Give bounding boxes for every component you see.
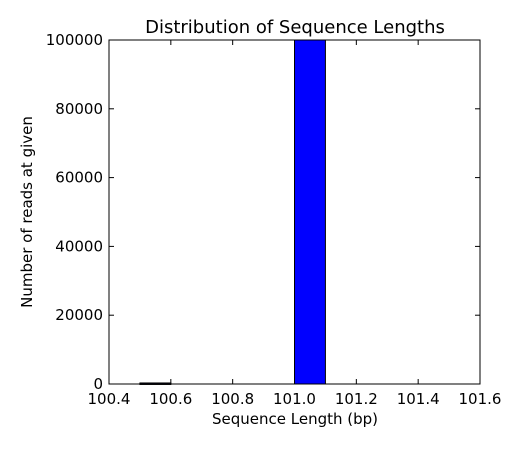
chart-title: Distribution of Sequence Lengths (145, 17, 445, 38)
bar-1 (294, 39, 326, 385)
x-tick-label-6: 101.6 (459, 390, 502, 408)
bars-group (139, 39, 326, 385)
x-axis: 100.4 100.6 100.8 101.0 101.2 101.4 101.6 (88, 40, 502, 408)
x-tick-label-0: 100.4 (88, 390, 131, 408)
x-tick-label-5: 101.4 (397, 390, 440, 408)
y-axis-label: Number of reads at given (18, 116, 36, 308)
y-tick-label-1: 20000 (55, 306, 103, 324)
y-tick-label-5: 100000 (46, 31, 103, 49)
y-tick-label-3: 60000 (55, 169, 103, 187)
y-tick-label-2: 40000 (55, 237, 103, 255)
y-axis: 0 20000 40000 60000 80000 100000 (46, 31, 480, 393)
y-tick-label-0: 0 (93, 375, 103, 393)
y-tick-label-4: 80000 (55, 100, 103, 118)
x-tick-label-2: 100.8 (211, 390, 254, 408)
x-tick-label-4: 101.2 (335, 390, 378, 408)
x-tick-label-1: 100.6 (149, 390, 192, 408)
x-axis-label: Sequence Length (bp) (212, 410, 378, 428)
x-tick-label-3: 101.0 (273, 390, 316, 408)
